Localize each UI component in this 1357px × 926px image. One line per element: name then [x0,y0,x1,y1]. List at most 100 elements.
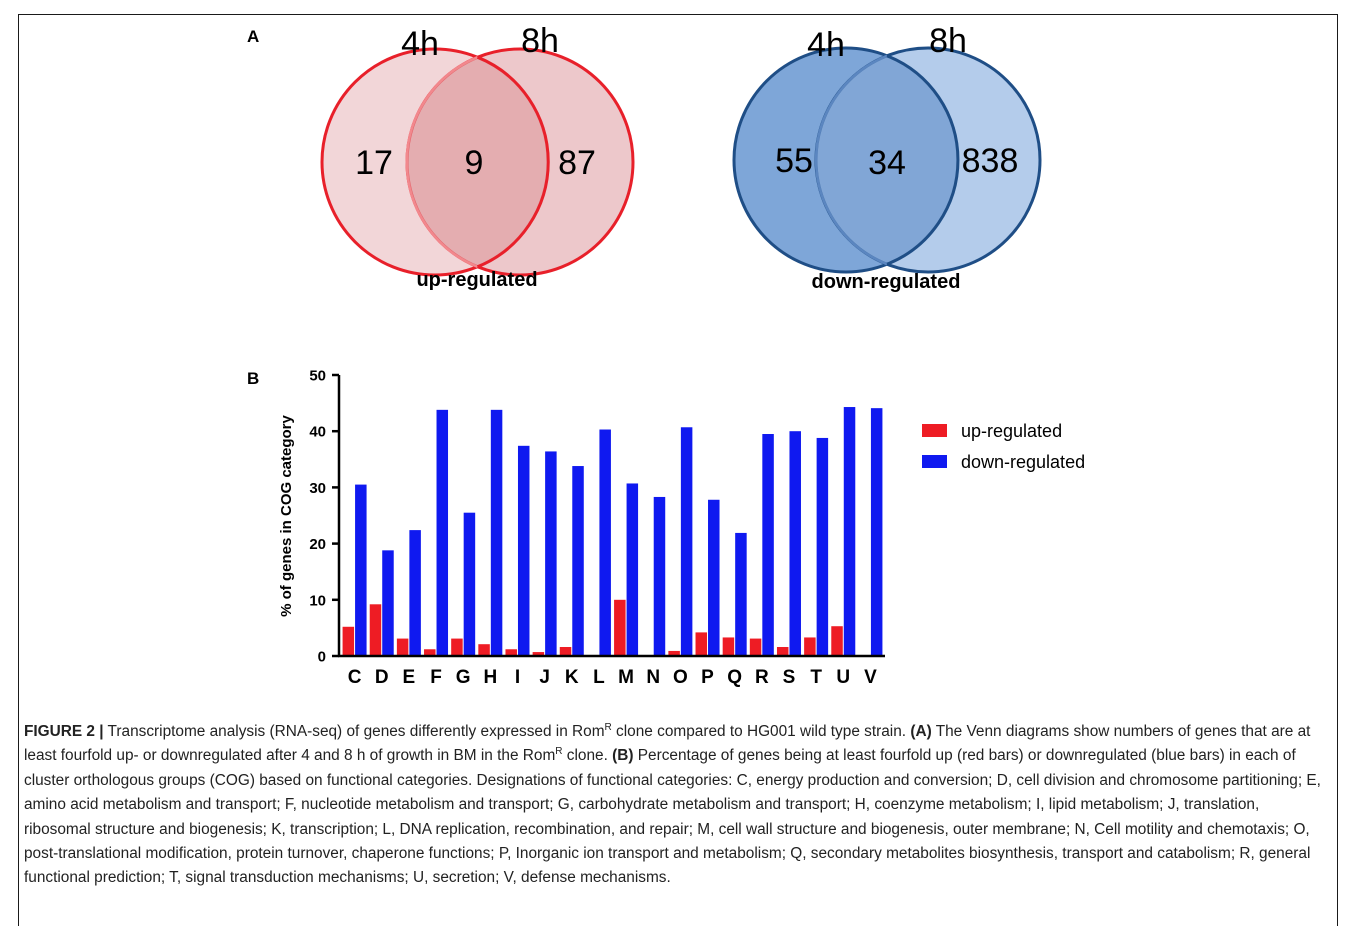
legend-swatch-down [922,455,947,468]
x-tick-label: N [646,667,660,688]
bar-up-J [532,652,545,656]
x-tick-label: M [618,667,634,688]
venn-down-left-count: 55 [775,142,813,180]
bar-up-U [831,626,843,656]
bar-up-T [804,637,816,656]
chart-legend: up-regulated down-regulated [922,421,1085,472]
bar-down-F [436,409,449,656]
bar-down-O [680,427,693,656]
x-tick-label: L [593,667,605,688]
bar-down-N [653,496,666,656]
bar-down-V [870,408,883,656]
caption-sup-1: R [604,721,612,733]
bar-down-T [816,437,829,656]
y-tick-label: 40 [309,424,326,441]
caption-intro-1: Transcriptome analysis (RNA-seq) of gene… [103,723,605,740]
figure-caption: FIGURE 2 | Transcriptome analysis (RNA-s… [24,720,1329,891]
venn-down-overlap-count: 34 [868,144,906,182]
bar-down-I [517,445,530,656]
panel-a-label: A [247,27,259,46]
bar-up-O [668,650,680,656]
bar-up-F [424,649,436,656]
bar-up-D [369,604,382,656]
bar-up-M [614,599,626,656]
venn-down-overlap [816,55,958,265]
x-tick-label: Q [727,667,742,688]
x-tick-label: P [701,667,714,688]
venn-down-right-count: 838 [962,142,1019,180]
bar-up-S [776,647,789,656]
bar-up-G [451,638,463,656]
bar-down-K [572,466,584,656]
bar-down-P [708,499,720,656]
legend-label-up: up-regulated [961,421,1062,441]
bar-down-S [789,431,801,656]
caption-a-label: (A) [910,723,932,740]
bar-up-K [559,647,572,656]
y-tick-label: 30 [309,480,326,497]
x-tick-label: H [483,667,497,688]
caption-a-text-2: clone. [562,747,613,765]
x-tick-label: S [783,667,796,688]
bar-down-G [463,512,476,656]
bar-up-I [505,649,517,656]
x-tick-label: C [348,667,362,688]
x-tick-label: E [403,667,416,688]
bar-up-C [342,626,355,656]
bar-down-D [382,550,394,656]
venn-down-regulated: 4h 8h 55 34 838 down-regulated [732,22,1042,293]
bar-up-P [695,632,708,656]
venn-up-regulated: 4h 8h 17 9 87 up-regulated [320,22,635,291]
bar-down-J [545,451,557,656]
y-tick-label: 10 [309,592,326,609]
caption-b-text: Percentage of genes being at least fourf… [24,747,1321,887]
y-tick-label: 20 [309,536,326,553]
venn-down-right-title: 8h [929,22,967,60]
y-tick-label: 0 [318,649,326,666]
venn-down-left-title: 4h [807,26,845,64]
x-tick-label: R [755,667,769,688]
bar-down-H [490,409,503,656]
x-tick-label: T [810,667,822,688]
cog-bar-chart: % of genes in COG category 0 10 20 30 40 50 C… [278,368,1085,689]
x-tick-label: O [673,667,688,688]
venn-up-right-count: 87 [558,144,596,182]
x-tick-label: F [430,667,442,688]
bar-down-E [409,530,421,656]
figure-label: FIGURE 2 | [24,723,104,740]
caption-a-text-1: The Venn diagrams show numbers of genes … [24,723,1311,765]
legend-label-down: down-regulated [961,452,1085,472]
venn-down-caption: down-regulated [812,271,961,293]
venn-up-left-count: 17 [355,144,393,182]
y-axis-label: % of genes in COG category [278,414,295,616]
bar-up-Q [722,637,735,656]
caption-intro-2: clone compared to HG001 wild type strain… [611,723,911,740]
caption-sup-2: R [555,746,563,758]
venn-up-overlap-count: 9 [465,144,484,182]
x-tick-label: D [375,667,389,688]
x-tick-label: J [539,667,550,688]
caption-b-label: (B) [612,747,634,765]
bar-up-H [478,644,490,656]
bar-down-R [762,434,774,656]
bar-down-L [599,429,611,656]
x-tick-label: V [864,667,877,688]
y-tick-label: 50 [309,368,326,385]
venn-up-left-title: 4h [401,25,439,63]
venn-up-overlap [406,57,549,267]
legend-swatch-up [922,424,947,437]
bar-down-M [626,483,639,656]
bar-down-Q [735,532,747,656]
x-tick-label: U [836,667,850,688]
venn-up-right-title: 8h [521,22,559,60]
figure-graphics: A 4h 8h 17 9 87 up-regulated 4h 8h 55 34… [247,22,1085,689]
venn-up-caption: up-regulated [416,269,537,291]
bar-down-C [355,484,367,656]
x-tick-label: I [515,667,520,688]
bar-up-E [396,638,409,656]
x-tick-label: G [456,667,471,688]
figure-frame [18,14,1338,926]
panel-b-label: B [247,369,259,388]
bar-up-R [749,638,762,656]
x-tick-label: K [565,667,579,688]
